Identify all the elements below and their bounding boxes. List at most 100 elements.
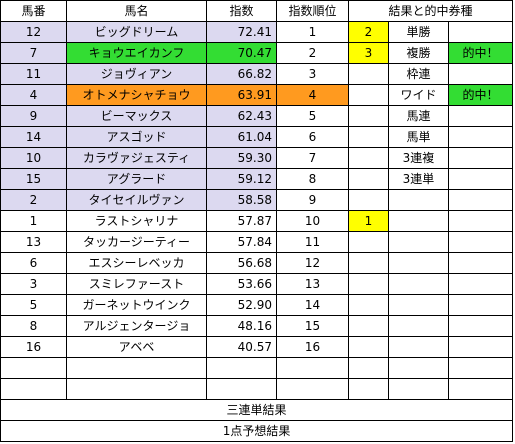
bet-type-cell: 複勝 — [388, 42, 449, 64]
bet-type-cell — [388, 252, 449, 274]
index-cell: 57.87 — [206, 210, 277, 232]
index-rank-cell: 4 — [276, 84, 349, 106]
index-cell: 48.16 — [206, 315, 277, 337]
index-cell: 57.84 — [206, 231, 277, 253]
bet-type-cell — [388, 273, 449, 295]
horse-name-cell: スミレファースト — [66, 273, 207, 295]
hit-cell — [447, 189, 514, 211]
horse-name-cell: カラヴァジェスティ — [66, 147, 207, 169]
bet-type-cell: 馬連 — [388, 105, 449, 127]
bet-type-cell: 3連単 — [388, 168, 449, 190]
index-rank-cell: 3 — [276, 63, 349, 85]
horse-number-cell: 14 — [0, 126, 67, 148]
horse-number-cell: 8 — [0, 315, 67, 337]
hit-cell — [447, 105, 514, 127]
single-pick-result-label: 1点予想結果 — [0, 420, 514, 442]
horse-number-cell: 12 — [0, 21, 67, 43]
hit-cell — [447, 378, 514, 400]
result-position-cell — [348, 147, 389, 169]
bet-type-cell: 単勝 — [388, 21, 449, 43]
result-position-cell — [348, 105, 389, 127]
index-rank-cell: 9 — [276, 189, 349, 211]
result-position-cell: 1 — [348, 210, 389, 232]
header-index: 指数 — [206, 0, 277, 22]
hit-cell — [447, 147, 514, 169]
table-row: 7 キョウエイカンフ 70.47 2 3 複勝 的中！ — [0, 42, 514, 64]
index-cell: 40.57 — [206, 336, 277, 358]
index-rank-cell: 2 — [276, 42, 349, 64]
index-rank-cell: 13 — [276, 273, 349, 295]
bet-type-cell — [388, 357, 449, 379]
index-rank-cell — [276, 378, 349, 400]
horse-name-cell: タイセイルヴァン — [66, 189, 207, 211]
table-row: 5 ガーネットウインク 52.90 14 — [0, 294, 514, 316]
index-rank-cell: 14 — [276, 294, 349, 316]
result-position-cell — [348, 84, 389, 106]
result-position-cell: 2 — [348, 21, 389, 43]
horse-number-cell: 13 — [0, 231, 67, 253]
horse-number-cell: 9 — [0, 105, 67, 127]
horse-number-cell: 11 — [0, 63, 67, 85]
header-row: 馬番 馬名 指数 指数順位 結果と的中券種 — [0, 0, 514, 22]
bet-type-cell — [388, 294, 449, 316]
hit-cell — [447, 336, 514, 358]
trifecta-result-label: 三連単結果 — [0, 399, 514, 421]
table-row: 1 ラストシャリナ 57.87 10 1 — [0, 210, 514, 232]
index-rank-cell: 12 — [276, 252, 349, 274]
footer-row-trifecta: 三連単結果 — [0, 399, 514, 421]
horse-name-cell: キョウエイカンフ — [66, 42, 207, 64]
horse-number-cell: 4 — [0, 84, 67, 106]
bet-type-cell — [388, 231, 449, 253]
result-position-cell — [348, 273, 389, 295]
table-row: 15 アグラード 59.12 8 3連単 — [0, 168, 514, 190]
horse-name-cell — [66, 357, 207, 379]
horse-number-cell — [0, 357, 67, 379]
horse-name-cell: ラストシャリナ — [66, 210, 207, 232]
horse-name-cell: タッカージーティー — [66, 231, 207, 253]
horse-number-cell: 5 — [0, 294, 67, 316]
index-cell: 63.91 — [206, 84, 277, 106]
hit-cell — [447, 63, 514, 85]
index-rank-cell: 8 — [276, 168, 349, 190]
result-position-cell — [348, 168, 389, 190]
index-cell: 61.04 — [206, 126, 277, 148]
header-horse-number: 馬番 — [0, 0, 67, 22]
horse-name-cell — [66, 378, 207, 400]
horse-name-cell: アベベ — [66, 336, 207, 358]
result-position-cell — [348, 252, 389, 274]
index-cell: 56.68 — [206, 252, 277, 274]
horse-number-cell: 2 — [0, 189, 67, 211]
horse-name-cell: ビッグドリーム — [66, 21, 207, 43]
table-row: 9 ビーマックス 62.43 5 馬連 — [0, 105, 514, 127]
header-result: 結果と的中券種 — [347, 0, 514, 22]
bet-type-cell: ワイド — [388, 84, 449, 106]
hit-cell — [447, 210, 514, 232]
table-row: 12 ビッグドリーム 72.41 1 2 単勝 — [0, 21, 514, 43]
bet-type-cell: 3連複 — [388, 147, 449, 169]
horse-number-cell: 3 — [0, 273, 67, 295]
table-row: 13 タッカージーティー 57.84 11 — [0, 231, 514, 253]
hit-cell — [447, 273, 514, 295]
index-rank-cell: 16 — [276, 336, 349, 358]
bet-type-cell — [388, 189, 449, 211]
table-row: 10 カラヴァジェスティ 59.30 7 3連複 — [0, 147, 514, 169]
index-cell: 66.82 — [206, 63, 277, 85]
hit-cell — [447, 126, 514, 148]
horse-name-cell: アルジェンタージョ — [66, 315, 207, 337]
header-index-rank: 指数順位 — [276, 0, 349, 22]
index-cell: 70.47 — [206, 42, 277, 64]
table-row: 2 タイセイルヴァン 58.58 9 — [0, 189, 514, 211]
result-position-cell — [348, 378, 389, 400]
index-cell: 59.12 — [206, 168, 277, 190]
table-row — [0, 357, 514, 379]
horse-number-cell — [0, 378, 67, 400]
horse-name-cell: エスシーレベッカ — [66, 252, 207, 274]
result-position-cell — [348, 63, 389, 85]
result-position-cell — [348, 126, 389, 148]
index-rank-cell: 11 — [276, 231, 349, 253]
bet-type-cell: 馬単 — [388, 126, 449, 148]
hit-cell — [447, 294, 514, 316]
index-rank-cell: 7 — [276, 147, 349, 169]
result-position-cell — [348, 315, 389, 337]
footer-row-single-pick: 1点予想結果 — [0, 420, 514, 442]
